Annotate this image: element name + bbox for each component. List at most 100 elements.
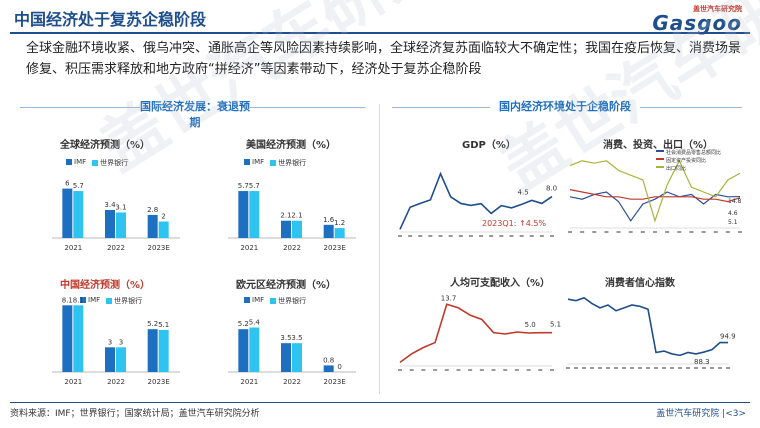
cie-tick-7 (653, 231, 657, 233)
bar-3-0-0 (238, 329, 249, 372)
cie-tick-10 (689, 231, 694, 233)
chart-title-china: 中国经济预测（%） (60, 280, 151, 291)
cie-tick-3 (604, 231, 609, 233)
bar-1-2-1 (334, 228, 345, 238)
bar-3-0-1 (249, 327, 260, 372)
cie-tick-6 (640, 231, 645, 233)
cie-tick-13 (725, 231, 730, 233)
bar-label-1-0-1: 5.7 (249, 182, 260, 190)
confidence-label-2: 94.9 (720, 333, 736, 341)
bar-1-0-0 (238, 191, 249, 238)
bar-0-2-0 (147, 214, 158, 238)
cie-legend-swatch-0 (656, 150, 664, 152)
cie-line-0 (569, 191, 741, 222)
legend-us: IMF 世界银行 (244, 158, 306, 168)
income-tick-4 (444, 369, 449, 371)
chart-title-cie: 消费、投资、出口（%） (603, 140, 714, 151)
income-tick-13 (550, 369, 554, 371)
confidence-tick-3 (590, 367, 594, 369)
legend-euro: IMF 世界银行 (244, 296, 306, 306)
bar-label-2-2-1: 5.1 (158, 321, 169, 329)
cie-tick-8 (665, 231, 670, 233)
footer-source: 资料来源：IMF；世界银行；国家统计局；盖世汽车研究院分析 (10, 409, 260, 419)
bar-label-3-0-0: 5.2 (238, 320, 249, 328)
bar-0-0-1 (73, 191, 84, 238)
bar-0-1-1 (116, 212, 126, 238)
gdp-tick-7 (468, 235, 473, 237)
bar-3-2-0 (323, 365, 334, 372)
bar-tick-3-0: 2021 (240, 378, 258, 386)
logo-en: Gasgoo (652, 11, 742, 35)
bar-tick-0-1: 2022 (107, 244, 125, 252)
right-section-title: 国内经济环境处于企稳阶段 (490, 98, 640, 114)
income-tick-3 (433, 369, 438, 371)
income-tick-12 (538, 369, 543, 371)
gdp-tick-6 (458, 235, 463, 237)
chart-title-us: 美国经济预测（%） (246, 140, 337, 151)
gdp-label-1: 4.5 (518, 188, 529, 196)
bar-label-1-1-1: 2.1 (291, 212, 302, 220)
bar-label-1-1-0: 2.1 (280, 212, 291, 220)
bar-label-3-1-0: 3.5 (280, 334, 291, 342)
income-tick-8 (491, 369, 496, 371)
gdp-tick-1 (408, 235, 413, 237)
income-tick-10 (514, 369, 519, 371)
gdp-tick-13 (529, 235, 534, 237)
bar-2-2-0 (147, 329, 158, 372)
bar-label-2-2-0: 5.2 (147, 320, 158, 328)
confidence-tick-14 (678, 367, 682, 369)
gdp-tick-2 (418, 235, 423, 237)
gdp-tick-12 (519, 235, 524, 237)
bar-label-2-1-1: 3 (119, 338, 123, 346)
bar-tick-1-1: 2022 (283, 244, 301, 252)
logo-cn: 盖世汽车研究院 (693, 5, 742, 13)
cie-label-c: 5.1 (728, 219, 738, 226)
chart-title-euro: 欧元区经济预测（%） (236, 280, 337, 291)
confidence-label-1: 88.3 (694, 358, 710, 366)
bar-label-1-0-0: 5.7 (238, 182, 249, 190)
bar-label-0-1-0: 3.4 (104, 201, 116, 209)
cie-tick-12 (713, 231, 718, 233)
income-tick-6 (468, 369, 473, 371)
confidence-tick-5 (606, 367, 610, 369)
bar-label-3-2-1: 0 (337, 363, 341, 371)
bar-label-2-0-1: 8.1 (73, 296, 84, 304)
cie-tick-4 (616, 231, 621, 233)
bar-2-0-0 (62, 305, 73, 372)
confidence-tick-2 (582, 367, 586, 369)
bar-2-1-0 (105, 347, 115, 372)
bar-label-1-2-0: 1.6 (323, 216, 335, 224)
bar-label-0-0-0: 6 (65, 180, 70, 188)
intro-text: 全球金融环境收紧、俄乌冲突、通胀高企等风险因素持续影响，全球经济复苏面临较大不确… (26, 41, 742, 77)
bar-3-1-1 (292, 343, 302, 372)
income-tick-9 (503, 369, 508, 371)
bar-label-0-2-1: 2 (161, 213, 165, 221)
cie-tick-9 (677, 231, 682, 233)
bar-0-2-1 (158, 221, 169, 238)
bar-tick-0-2: 2023E (148, 244, 170, 252)
header-rule (10, 32, 750, 34)
chart-title-confidence: 消费者信心指数 (605, 278, 675, 289)
cie-legend-swatch-2 (656, 166, 664, 168)
bar-label-3-0-1: 5.4 (249, 319, 261, 327)
bar-0-1-0 (105, 210, 115, 238)
confidence-tick-6 (614, 367, 618, 369)
gdp-tick-3 (428, 235, 433, 237)
cie-line-1 (569, 189, 741, 203)
bar-label-0-1-1: 3.1 (115, 203, 126, 211)
confidence-tick-4 (598, 367, 602, 369)
income-label-1: 5.0 (525, 321, 536, 329)
cie-legend-swatch-1 (656, 158, 664, 160)
confidence-tick-10 (646, 367, 650, 369)
confidence-tick-12 (662, 367, 666, 369)
cie-tick-2 (592, 231, 597, 233)
bar-label-0-2-0: 2.8 (147, 206, 158, 214)
income-tick-5 (456, 369, 461, 371)
bar-label-2-0-0: 8.1 (62, 296, 73, 304)
cie-legend-1: 固定资产投资同比 (666, 157, 706, 164)
confidence-tick-8 (630, 367, 634, 369)
cie-legend-2: 出口同比 (666, 165, 686, 172)
confidence-line (567, 296, 728, 357)
gdp-tick-9 (489, 235, 494, 237)
income-tick-1 (409, 369, 414, 371)
